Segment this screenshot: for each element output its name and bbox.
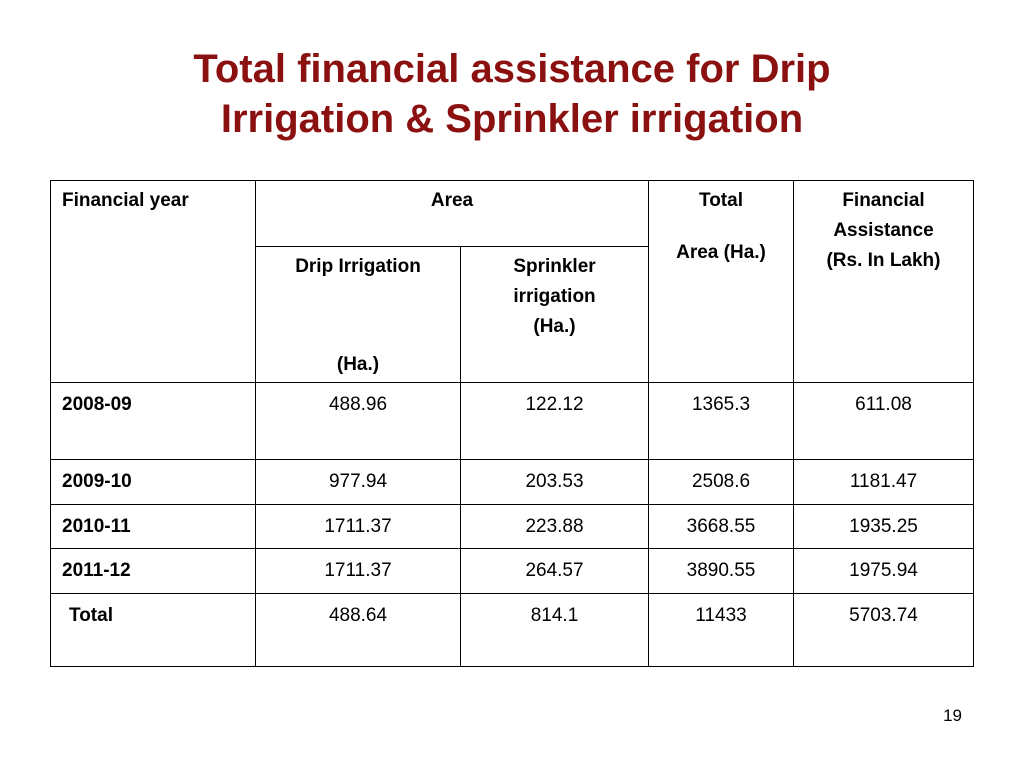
slide-title: Total financial assistance for Drip Irri… — [0, 44, 1024, 144]
cell-sprinkler: 223.88 — [460, 504, 649, 549]
header-spr-line-1: Sprinkler — [513, 256, 596, 277]
cell-total: 3890.55 — [648, 548, 794, 594]
header-sprinkler-irrigation: Sprinkler irrigation (Ha.) — [460, 246, 649, 383]
cell-total: 1365.3 — [648, 382, 794, 460]
cell-drip: 1711.37 — [255, 548, 461, 594]
header-spr-line-2: irrigation — [513, 286, 596, 307]
header-fin-line-1: Financial — [842, 190, 925, 211]
slide-title-line-1: Total financial assistance for Drip — [193, 47, 831, 91]
header-fin-line-2: Assistance — [833, 220, 934, 241]
cell-drip: 977.94 — [255, 459, 461, 505]
cell-sprinkler: 264.57 — [460, 548, 649, 594]
table-row: 2009-10 977.94 203.53 2508.6 1181.47 — [50, 459, 974, 505]
header-fin-line-3: (Rs. In Lakh) — [826, 250, 941, 271]
cell-year: 2011-12 — [50, 548, 256, 594]
cell-drip: 1711.37 — [255, 504, 461, 549]
page-number: 19 — [943, 706, 962, 725]
header-total-area: Total Area (Ha.) — [648, 180, 794, 383]
cell-sprinkler: 814.1 — [460, 593, 649, 667]
table-row: 2011-12 1711.37 264.57 3890.55 1975.94 — [50, 548, 974, 594]
header-total-gap — [649, 216, 793, 238]
table-row: 2010-11 1711.37 223.88 3668.55 1935.25 — [50, 504, 974, 549]
cell-total: 11433 — [648, 593, 794, 667]
header-area: Area — [255, 180, 649, 247]
cell-total-label: Total — [50, 593, 256, 667]
table-header-row-1: Financial year Area Total Area (Ha.) Fin… — [50, 180, 974, 383]
financial-assistance-table: Financial year Area Total Area (Ha.) Fin… — [50, 180, 974, 667]
cell-assistance: 1935.25 — [793, 504, 974, 549]
table-header-row-2: Drip Irrigation (Ha.) Sprinkler irrigati… — [51, 246, 974, 383]
cell-year: 2010-11 — [50, 504, 256, 549]
cell-year: 2008-09 — [50, 382, 256, 460]
header-financial-year: Financial year — [50, 180, 256, 383]
table-row-total: Total 488.64 814.1 11433 5703.74 — [50, 593, 974, 667]
table-row: 2008-09 488.96 122.12 1365.3 611.08 — [50, 382, 974, 460]
cell-assistance: 1181.47 — [793, 459, 974, 505]
header-total-line-2: Area (Ha.) — [676, 242, 766, 263]
header-financial-assistance: Financial Assistance (Rs. In Lakh) — [793, 180, 974, 383]
cell-assistance: 611.08 — [793, 382, 974, 460]
header-drip-line-2: (Ha.) — [336, 354, 380, 375]
header-drip-gap — [256, 282, 460, 350]
header-drip-irrigation: Drip Irrigation (Ha.) — [255, 246, 461, 383]
header-drip-line-1: Drip Irrigation — [295, 256, 421, 277]
header-spr-line-3: (Ha.) — [533, 316, 576, 337]
header-total-line-1: Total — [699, 190, 743, 211]
cell-drip: 488.64 — [255, 593, 461, 667]
cell-sprinkler: 203.53 — [460, 459, 649, 505]
cell-assistance: 5703.74 — [793, 593, 974, 667]
cell-drip: 488.96 — [255, 382, 461, 460]
cell-assistance: 1975.94 — [793, 548, 974, 594]
cell-year: 2009-10 — [50, 459, 256, 505]
cell-total: 2508.6 — [648, 459, 794, 505]
slide-title-line-2: Irrigation & Sprinkler irrigation — [220, 97, 804, 141]
cell-total: 3668.55 — [648, 504, 794, 549]
cell-sprinkler: 122.12 — [460, 382, 649, 460]
